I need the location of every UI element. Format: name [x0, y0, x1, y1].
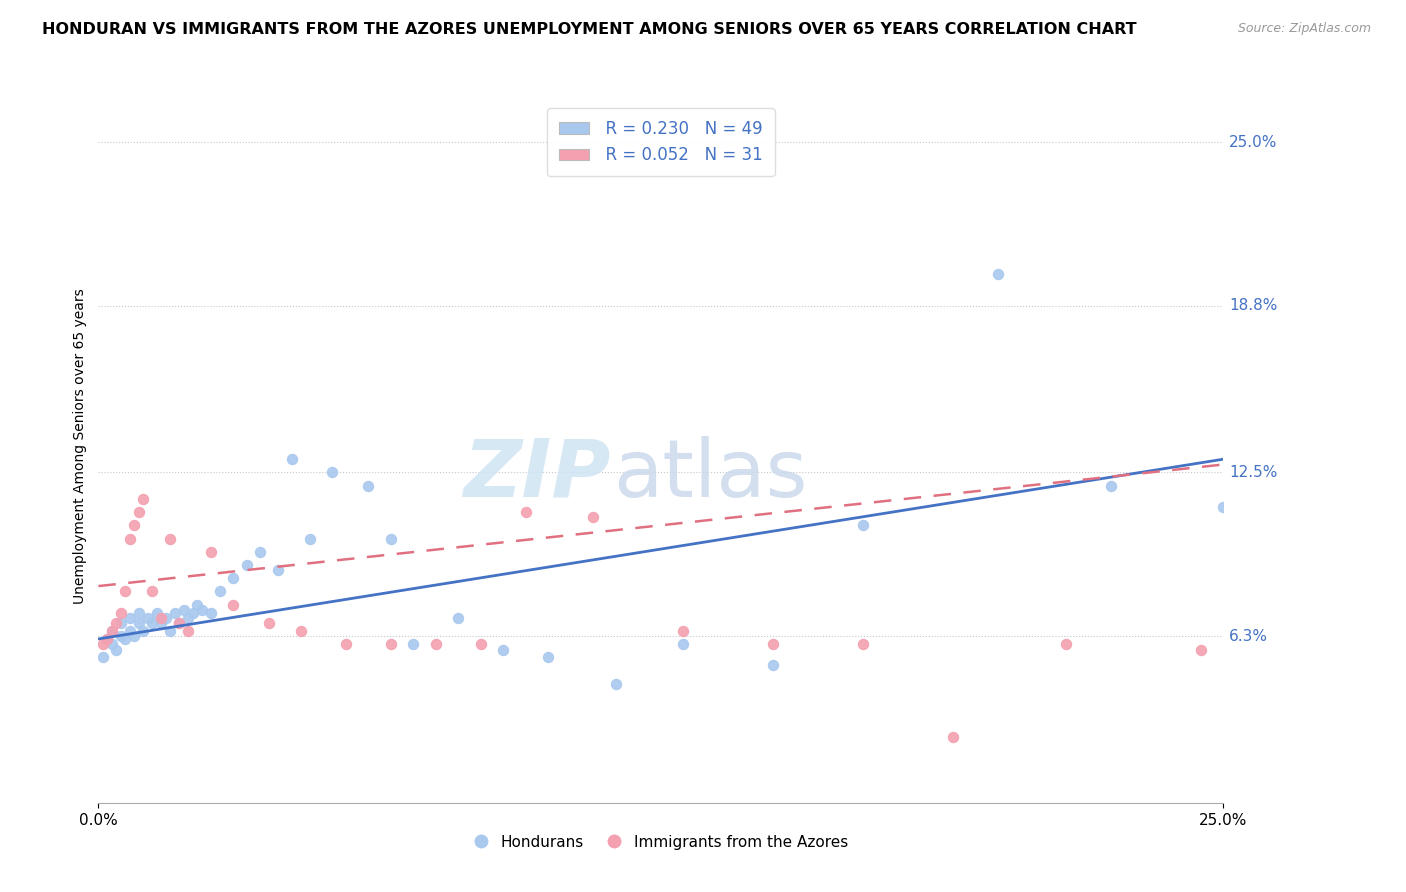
Point [852, 518, 875, 533]
Point [1212, 500, 1234, 514]
Point [281, 452, 304, 467]
Text: 6.3%: 6.3% [1229, 629, 1268, 644]
Y-axis label: Unemployment Among Seniors over 65 years: Unemployment Among Seniors over 65 years [73, 288, 87, 604]
Point [515, 505, 537, 519]
Text: atlas: atlas [613, 435, 808, 514]
Point [987, 267, 1010, 281]
Point [200, 545, 222, 559]
Point [181, 606, 204, 620]
Point [159, 624, 181, 638]
Point [155, 611, 177, 625]
Point [186, 598, 208, 612]
Point [402, 637, 425, 651]
Point [91, 650, 114, 665]
Point [672, 637, 695, 651]
Point [1189, 642, 1212, 657]
Point [96, 632, 118, 646]
Point [105, 616, 128, 631]
Point [1054, 637, 1077, 651]
Point [118, 611, 141, 625]
Point [110, 616, 132, 631]
Point [762, 637, 785, 651]
Point [335, 637, 357, 651]
Text: 12.5%: 12.5% [1229, 465, 1277, 480]
Point [96, 632, 118, 646]
Point [177, 611, 200, 625]
Point [132, 624, 155, 638]
Point [173, 603, 195, 617]
Point [582, 510, 605, 524]
Text: HONDURAN VS IMMIGRANTS FROM THE AZORES UNEMPLOYMENT AMONG SENIORS OVER 65 YEARS : HONDURAN VS IMMIGRANTS FROM THE AZORES U… [42, 22, 1137, 37]
Point [380, 532, 402, 546]
Point [177, 624, 200, 638]
Point [605, 677, 627, 691]
Point [321, 466, 343, 480]
Text: Source: ZipAtlas.com: Source: ZipAtlas.com [1237, 22, 1371, 36]
Point [290, 624, 312, 638]
Point [124, 518, 146, 533]
Text: 18.8%: 18.8% [1229, 299, 1277, 313]
Point [267, 563, 290, 577]
Point [136, 611, 159, 625]
Point [169, 616, 191, 631]
Point [208, 584, 231, 599]
Point [128, 505, 150, 519]
Point [942, 730, 965, 744]
Point [159, 532, 181, 546]
Point [447, 611, 470, 625]
Point [146, 606, 169, 620]
Point [470, 637, 492, 651]
Legend: Hondurans, Immigrants from the Azores: Hondurans, Immigrants from the Azores [467, 829, 855, 855]
Point [150, 611, 173, 625]
Point [200, 606, 222, 620]
Point [357, 478, 380, 492]
Point [105, 642, 128, 657]
Point [169, 616, 191, 631]
Point [118, 532, 141, 546]
Point [1099, 478, 1122, 492]
Point [762, 658, 785, 673]
Point [249, 545, 271, 559]
Point [114, 584, 136, 599]
Point [110, 606, 132, 620]
Point [191, 603, 214, 617]
Point [141, 584, 163, 599]
Point [852, 637, 875, 651]
Point [91, 637, 114, 651]
Point [425, 637, 447, 651]
Point [259, 616, 281, 631]
Point [537, 650, 560, 665]
Text: 25.0%: 25.0% [1229, 135, 1277, 150]
Point [101, 637, 124, 651]
Point [492, 642, 515, 657]
Text: ZIP: ZIP [463, 435, 610, 514]
Point [141, 616, 163, 631]
Point [132, 491, 155, 506]
Point [114, 632, 136, 646]
Point [128, 606, 150, 620]
Point [222, 598, 245, 612]
Point [118, 624, 141, 638]
Point [124, 629, 146, 643]
Point [150, 616, 173, 631]
Point [380, 637, 402, 651]
Point [222, 571, 245, 585]
Point [101, 624, 124, 638]
Point [101, 624, 124, 638]
Point [163, 606, 186, 620]
Point [672, 624, 695, 638]
Point [298, 532, 321, 546]
Point [110, 629, 132, 643]
Point [128, 616, 150, 631]
Point [236, 558, 259, 572]
